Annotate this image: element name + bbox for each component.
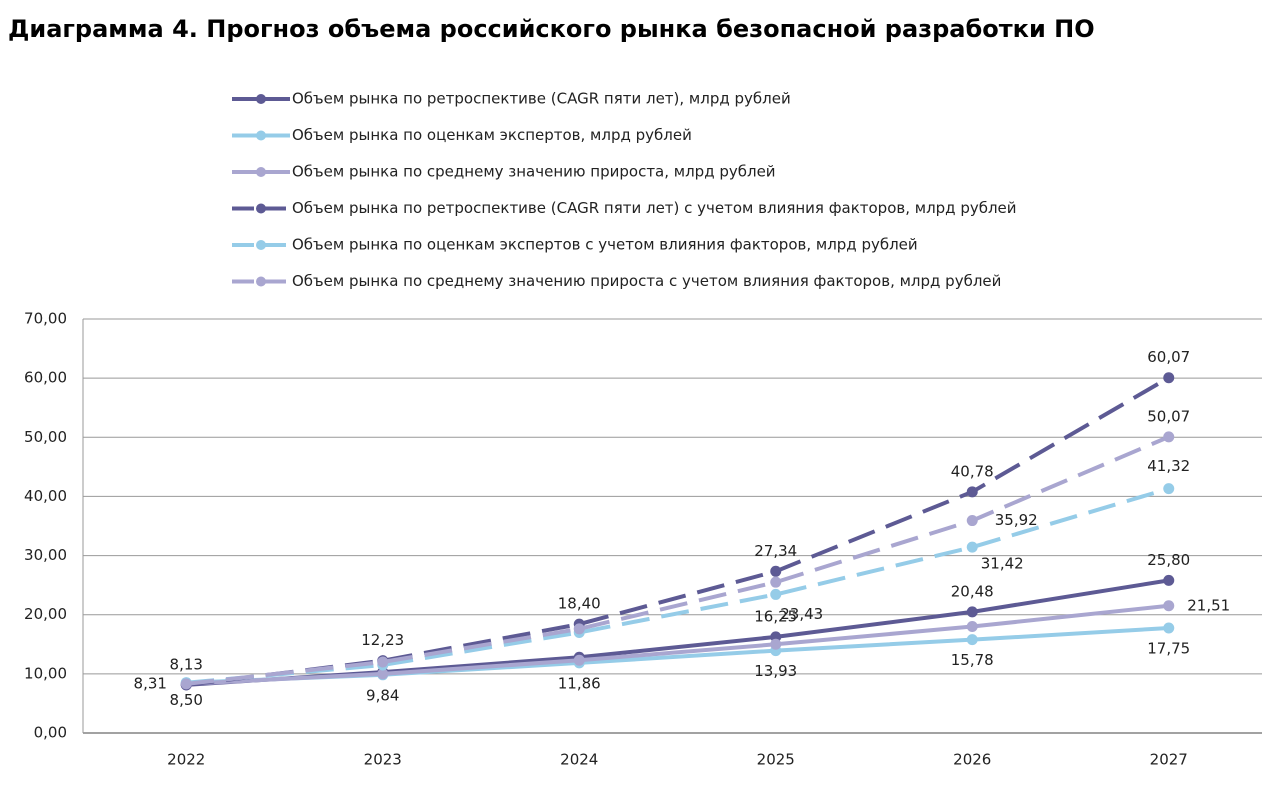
- data-label: 40,78: [951, 462, 994, 480]
- point: [770, 638, 782, 650]
- series-line: [186, 435, 1170, 686]
- y-tick-label: 10,00: [24, 664, 67, 682]
- y-tick-label: 0,00: [34, 724, 67, 742]
- point: [1163, 483, 1175, 495]
- data-label: 8,13: [170, 655, 203, 673]
- legend-label: Объем рынка по среднему значению прирост…: [292, 272, 1001, 290]
- y-tick-label: 30,00: [24, 546, 67, 564]
- point: [1163, 600, 1175, 612]
- data-label: 21,51: [1187, 596, 1230, 614]
- x-tick-label: 2022: [167, 751, 205, 769]
- data-label: 23,43: [780, 605, 823, 623]
- y-tick-label: 70,00: [24, 310, 67, 328]
- y-tick-label: 60,00: [24, 369, 67, 387]
- point: [1163, 574, 1175, 586]
- legend-marker: [256, 276, 266, 287]
- data-label: 8,50: [170, 691, 203, 709]
- chart-title: Диаграмма 4. Прогноз объема российского …: [8, 15, 1095, 43]
- y-tick-label: 20,00: [24, 605, 67, 623]
- y-tick-label: 50,00: [24, 428, 67, 446]
- point: [377, 668, 389, 680]
- x-tick-label: 2027: [1150, 751, 1188, 769]
- legend-label: Объем рынка по оценкам экспертов, млрд р…: [292, 126, 692, 144]
- legend-label: Объем рынка по ретроспективе (CAGR пяти …: [292, 90, 791, 108]
- point: [1163, 431, 1175, 443]
- legend-label: Объем рынка по ретроспективе (CAGR пяти …: [292, 199, 1017, 217]
- series-line: [186, 486, 1170, 685]
- y-tick-label: 40,00: [24, 487, 67, 505]
- legend-marker: [256, 240, 266, 250]
- point: [966, 486, 978, 498]
- legend-label: Объем рынка по среднему значению прирост…: [292, 163, 776, 181]
- point: [770, 576, 782, 588]
- data-label: 9,84: [366, 686, 399, 704]
- point: [1163, 622, 1175, 634]
- legend-marker: [256, 167, 266, 177]
- data-label: 15,78: [951, 651, 994, 669]
- point: [966, 634, 978, 646]
- x-tick-label: 2024: [560, 751, 598, 769]
- x-tick-label: 2026: [953, 751, 991, 769]
- legend-marker: [256, 203, 266, 214]
- x-tick-label: 2023: [364, 751, 402, 769]
- data-label: 60,07: [1147, 348, 1190, 366]
- data-label: 11,86: [558, 674, 601, 692]
- point: [770, 565, 782, 577]
- data-label: 13,93: [754, 662, 797, 680]
- point: [966, 606, 978, 618]
- data-label: 25,80: [1147, 551, 1190, 569]
- data-label: 17,75: [1147, 640, 1190, 658]
- point: [966, 515, 978, 527]
- legend-marker: [256, 94, 266, 104]
- data-label: 12,23: [361, 631, 404, 649]
- data-label: 20,48: [951, 582, 994, 600]
- series-line: [186, 603, 1169, 686]
- data-label: 31,42: [981, 555, 1024, 573]
- point: [573, 623, 585, 635]
- data-label: 8,31: [134, 674, 167, 692]
- data-label: 16,25: [754, 607, 797, 625]
- point: [770, 588, 782, 600]
- point: [966, 541, 978, 553]
- point: [377, 656, 389, 668]
- point: [573, 654, 585, 666]
- data-label: 27,34: [754, 542, 797, 560]
- point: [180, 678, 192, 690]
- data-label: 18,40: [558, 595, 601, 613]
- data-label: 41,32: [1147, 457, 1190, 475]
- legend-marker: [256, 130, 266, 141]
- point: [1163, 372, 1175, 384]
- data-label: 35,92: [995, 511, 1038, 529]
- legend-label: Объем рынка по оценкам экспертов с учето…: [292, 236, 918, 254]
- data-label: 50,07: [1147, 407, 1190, 425]
- point: [966, 621, 978, 633]
- x-tick-label: 2025: [757, 751, 795, 769]
